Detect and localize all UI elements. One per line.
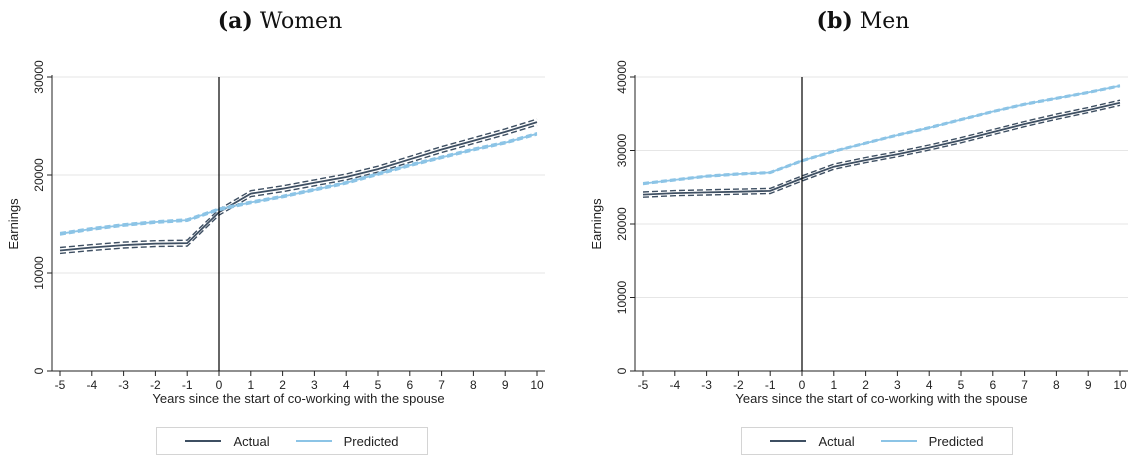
x-tick-label: -2 bbox=[150, 378, 161, 392]
y-axis-label: Earnings bbox=[6, 198, 21, 250]
legend-swatch-predicted bbox=[295, 440, 332, 442]
x-axis-label: Years since the start of co-working with… bbox=[152, 391, 444, 406]
chart-women: 0 10000 20000 30000 -5 -4 -3 -2 -1 0 1 2 3 4 5 6 7 8 9 10 Ye… bbox=[6, 60, 545, 406]
series-predicted-ci-upper bbox=[59, 132, 538, 234]
legend-label-actual: Actual bbox=[233, 433, 270, 449]
x-tick-label: 6 bbox=[406, 378, 413, 392]
legend-swatch-actual bbox=[185, 440, 222, 442]
x-tick-label: 1 bbox=[247, 378, 254, 392]
y-tick-label: 20000 bbox=[32, 158, 46, 192]
x-tick-label: 7 bbox=[438, 378, 445, 392]
x-tick-label: 0 bbox=[216, 378, 223, 392]
x-tick-label: 6 bbox=[989, 378, 996, 392]
legend-item-actual: Actual bbox=[770, 433, 855, 449]
x-tick-label: 1 bbox=[830, 378, 837, 392]
y-tick-label: 20000 bbox=[615, 207, 629, 241]
legend-item-actual: Actual bbox=[185, 433, 270, 449]
x-tick-label: -3 bbox=[118, 378, 129, 392]
x-tick-label: 2 bbox=[862, 378, 869, 392]
y-tick-label: 0 bbox=[615, 367, 629, 374]
x-tick-label: 3 bbox=[311, 378, 318, 392]
x-tick-label: 9 bbox=[1085, 378, 1092, 392]
series-actual-ci-upper bbox=[59, 118, 538, 249]
panel-title: (b) Men bbox=[583, 8, 1143, 34]
legend-swatch-predicted bbox=[880, 440, 917, 442]
legend-item-predicted: Predicted bbox=[880, 433, 984, 449]
panel-title-text: Women bbox=[259, 9, 343, 34]
y-tick-label: 10000 bbox=[615, 280, 629, 314]
legend-label-predicted: Predicted bbox=[928, 433, 984, 449]
x-tick-label: 0 bbox=[799, 378, 806, 392]
series-actual-line bbox=[59, 121, 538, 252]
x-tick-label: 8 bbox=[470, 378, 477, 392]
x-tick-label: 4 bbox=[343, 378, 350, 392]
y-tick-label: 40000 bbox=[615, 60, 629, 94]
x-tick-label: 2 bbox=[279, 378, 286, 392]
y-tick-label: 10000 bbox=[32, 256, 46, 290]
x-tick-label: -1 bbox=[182, 378, 193, 392]
x-tick-label: -1 bbox=[765, 378, 776, 392]
panel-men: (b) Men 0 10000 20000 30000 40000 -5 -4 -3 -2 -1 0… bbox=[583, 0, 1143, 455]
legend: Actual Predicted bbox=[741, 427, 1013, 455]
legend-label-actual: Actual bbox=[818, 433, 855, 449]
y-tick-label: 30000 bbox=[615, 133, 629, 167]
y-axis-label: Earnings bbox=[589, 198, 604, 250]
x-tick-label: -3 bbox=[701, 378, 712, 392]
series-actual-ci-lower bbox=[59, 124, 538, 255]
series-predicted-ci-lower bbox=[59, 134, 538, 236]
x-tick-label: 5 bbox=[958, 378, 965, 392]
x-tick-label: -2 bbox=[733, 378, 744, 392]
series-predicted-line bbox=[642, 84, 1121, 185]
panel-title: (a) Women bbox=[0, 8, 560, 34]
series-predicted-line bbox=[59, 132, 538, 235]
x-tick-label: 8 bbox=[1053, 378, 1060, 392]
x-tick-label: 10 bbox=[1113, 378, 1127, 392]
x-tick-label: 10 bbox=[530, 378, 544, 392]
legend-item-predicted: Predicted bbox=[295, 433, 399, 449]
y-tick-label: 30000 bbox=[32, 60, 46, 94]
series-actual-ci-lower bbox=[642, 104, 1121, 198]
x-tick-label: 7 bbox=[1021, 378, 1028, 392]
x-tick-label: -5 bbox=[638, 378, 649, 392]
x-tick-label: 9 bbox=[502, 378, 509, 392]
x-tick-label: -4 bbox=[86, 378, 97, 392]
series-actual-line bbox=[642, 101, 1121, 196]
chart-men: 0 10000 20000 30000 40000 -5 -4 -3 -2 -1 0 1 2 3 4 5 6 7 8… bbox=[589, 60, 1128, 406]
series-predicted-ci-lower bbox=[642, 86, 1121, 186]
panel-label: (a) bbox=[217, 8, 253, 34]
x-tick-label: 5 bbox=[375, 378, 382, 392]
legend-label-predicted: Predicted bbox=[343, 433, 399, 449]
x-tick-label: -4 bbox=[669, 378, 680, 392]
x-tick-label: 4 bbox=[926, 378, 933, 392]
legend-swatch-actual bbox=[770, 440, 807, 442]
legend: Actual Predicted bbox=[156, 427, 428, 455]
x-axis-label: Years since the start of co-working with… bbox=[735, 391, 1027, 406]
x-tick-label: -5 bbox=[55, 378, 66, 392]
panel-label: (b) bbox=[816, 8, 853, 34]
series-actual-ci-upper bbox=[642, 99, 1121, 193]
y-tick-label: 0 bbox=[32, 367, 46, 374]
x-tick-label: 3 bbox=[894, 378, 901, 392]
panel-title-text: Men bbox=[859, 9, 910, 34]
panel-women: (a) Women 0 10000 20000 30000 -5 -4 -3 -2 -1 0 1 2 3… bbox=[0, 0, 560, 455]
